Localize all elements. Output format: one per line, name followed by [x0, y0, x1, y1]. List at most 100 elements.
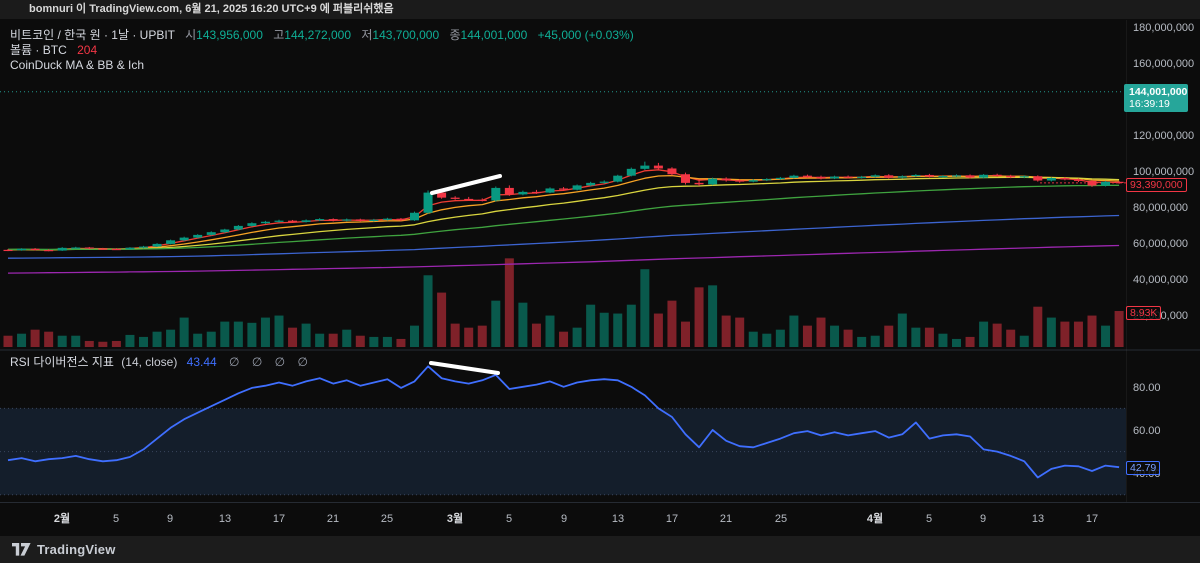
symbol-legend[interactable]: 비트코인 / 한국 원 · 1날 · UPBIT 시143,956,000 고1… [10, 28, 634, 73]
rsi-params: (14, close) [121, 355, 178, 369]
chart-area[interactable]: 180,000,000 160,000,000 120,000,000 100,000… [0, 19, 1200, 536]
volume-bar [504, 258, 514, 347]
time-axis[interactable] [0, 503, 1200, 533]
candle-body [1087, 180, 1097, 186]
candle-body [1033, 176, 1043, 181]
publish-info-bar: bomnuri 이 TradingView.com, 6월 21, 2025 1… [0, 0, 1200, 19]
axis-label: 13 [612, 513, 624, 525]
open-label: 시 [185, 28, 197, 42]
axis-label: 9 [561, 513, 567, 525]
volume-bar [423, 275, 433, 347]
volume-bar [857, 336, 867, 347]
volume-bar [992, 323, 1002, 347]
volume-bar [342, 329, 352, 347]
volume-bar [599, 312, 609, 347]
candle-body [477, 199, 487, 201]
rsi-divergence-line[interactable] [429, 361, 500, 375]
volume-bar [71, 335, 81, 347]
publish-info-text: bomnuri 이 TradingView.com, 6월 21, 2025 1… [29, 3, 394, 15]
volume-bar [965, 336, 975, 347]
candle-body [924, 174, 934, 177]
volume-bar [450, 323, 460, 347]
last-price-value: 144,001,000 [1129, 86, 1188, 98]
price-axis[interactable] [1126, 19, 1200, 533]
candle-body [491, 187, 501, 201]
rsi-flag-icon: ∅ [297, 355, 308, 369]
candle-body [1060, 178, 1070, 180]
volume-bar [735, 317, 745, 347]
axis-label: 5 [506, 513, 512, 525]
rsi-value-badge: 42.79 [1126, 461, 1161, 475]
volume-bar [802, 325, 812, 347]
rsi-legend[interactable]: RSI 다이버전스 지표 (14, close) 43.44 ∅ ∅ ∅ ∅ [10, 353, 308, 370]
axis-label: 21 [720, 513, 732, 525]
candle-body [166, 240, 176, 244]
candle-body [870, 175, 880, 177]
candle-body [762, 179, 772, 181]
price-divergence-line[interactable] [430, 174, 502, 195]
volume-bar [301, 323, 311, 347]
volume-bar [274, 315, 284, 347]
volume-bar [491, 300, 501, 347]
candle-body [1019, 176, 1029, 178]
candle-body [125, 247, 135, 250]
volume-bar [586, 304, 596, 347]
ma-purple [7, 244, 1120, 274]
candle-body [1046, 178, 1056, 181]
volume-bar [789, 315, 799, 347]
volume-bar [84, 340, 94, 347]
volume-bar [288, 327, 298, 347]
candle-body [233, 225, 243, 230]
ma-yellow [7, 176, 1120, 251]
candle-body [1114, 181, 1124, 183]
candle-body [857, 176, 867, 178]
candle-body [301, 220, 311, 222]
volume-bar [626, 304, 636, 347]
axis-label: 80.00 [1133, 382, 1161, 394]
volume-bar [1006, 329, 1016, 347]
axis-label: 3월 [447, 511, 463, 525]
candle-body [437, 192, 447, 198]
volume-bar [30, 329, 40, 347]
rsi-line [7, 365, 1120, 479]
candle-body [504, 187, 514, 195]
candle-body [464, 198, 474, 201]
candle-body [111, 248, 121, 251]
volume-bar [17, 333, 27, 347]
candle-body [653, 165, 663, 169]
volume-legend-row: 볼륨 · BTC 204 [10, 43, 634, 58]
axis-label: 9 [167, 513, 173, 525]
tradingview-brand-link[interactable]: TradingView [37, 542, 116, 557]
candle-body [220, 229, 230, 233]
candle-body [396, 218, 406, 221]
candle-body [531, 191, 541, 194]
candle-body [640, 165, 650, 169]
candle-body [789, 175, 799, 178]
volume-bar [111, 340, 121, 347]
candle-body [518, 191, 528, 195]
candle-body [1073, 179, 1083, 181]
indicator-title: CoinDuck MA & BB & Ich [10, 58, 145, 72]
candle-body [328, 219, 338, 221]
tradingview-logo-icon[interactable] [12, 542, 31, 557]
axis-label: 2월 [54, 511, 70, 525]
volume-bar [884, 325, 894, 347]
candle-body [694, 182, 704, 185]
axis-label: 25 [775, 513, 787, 525]
axis-label: 17 [273, 513, 285, 525]
volume-bar [260, 317, 270, 347]
axis-label: 60,000,000 [1133, 238, 1188, 250]
volume-bar [924, 327, 934, 347]
volume-bar [559, 331, 569, 347]
candle-body [721, 178, 731, 181]
candle-body [423, 192, 433, 213]
volume-bar [721, 315, 731, 347]
volume-bar [830, 325, 840, 347]
candle-body [897, 176, 907, 178]
candle-body [545, 188, 555, 193]
close-value: 144,001,000 [460, 28, 528, 42]
candle-body [559, 188, 569, 190]
candle-body [992, 174, 1002, 176]
volume-bar [220, 321, 230, 347]
